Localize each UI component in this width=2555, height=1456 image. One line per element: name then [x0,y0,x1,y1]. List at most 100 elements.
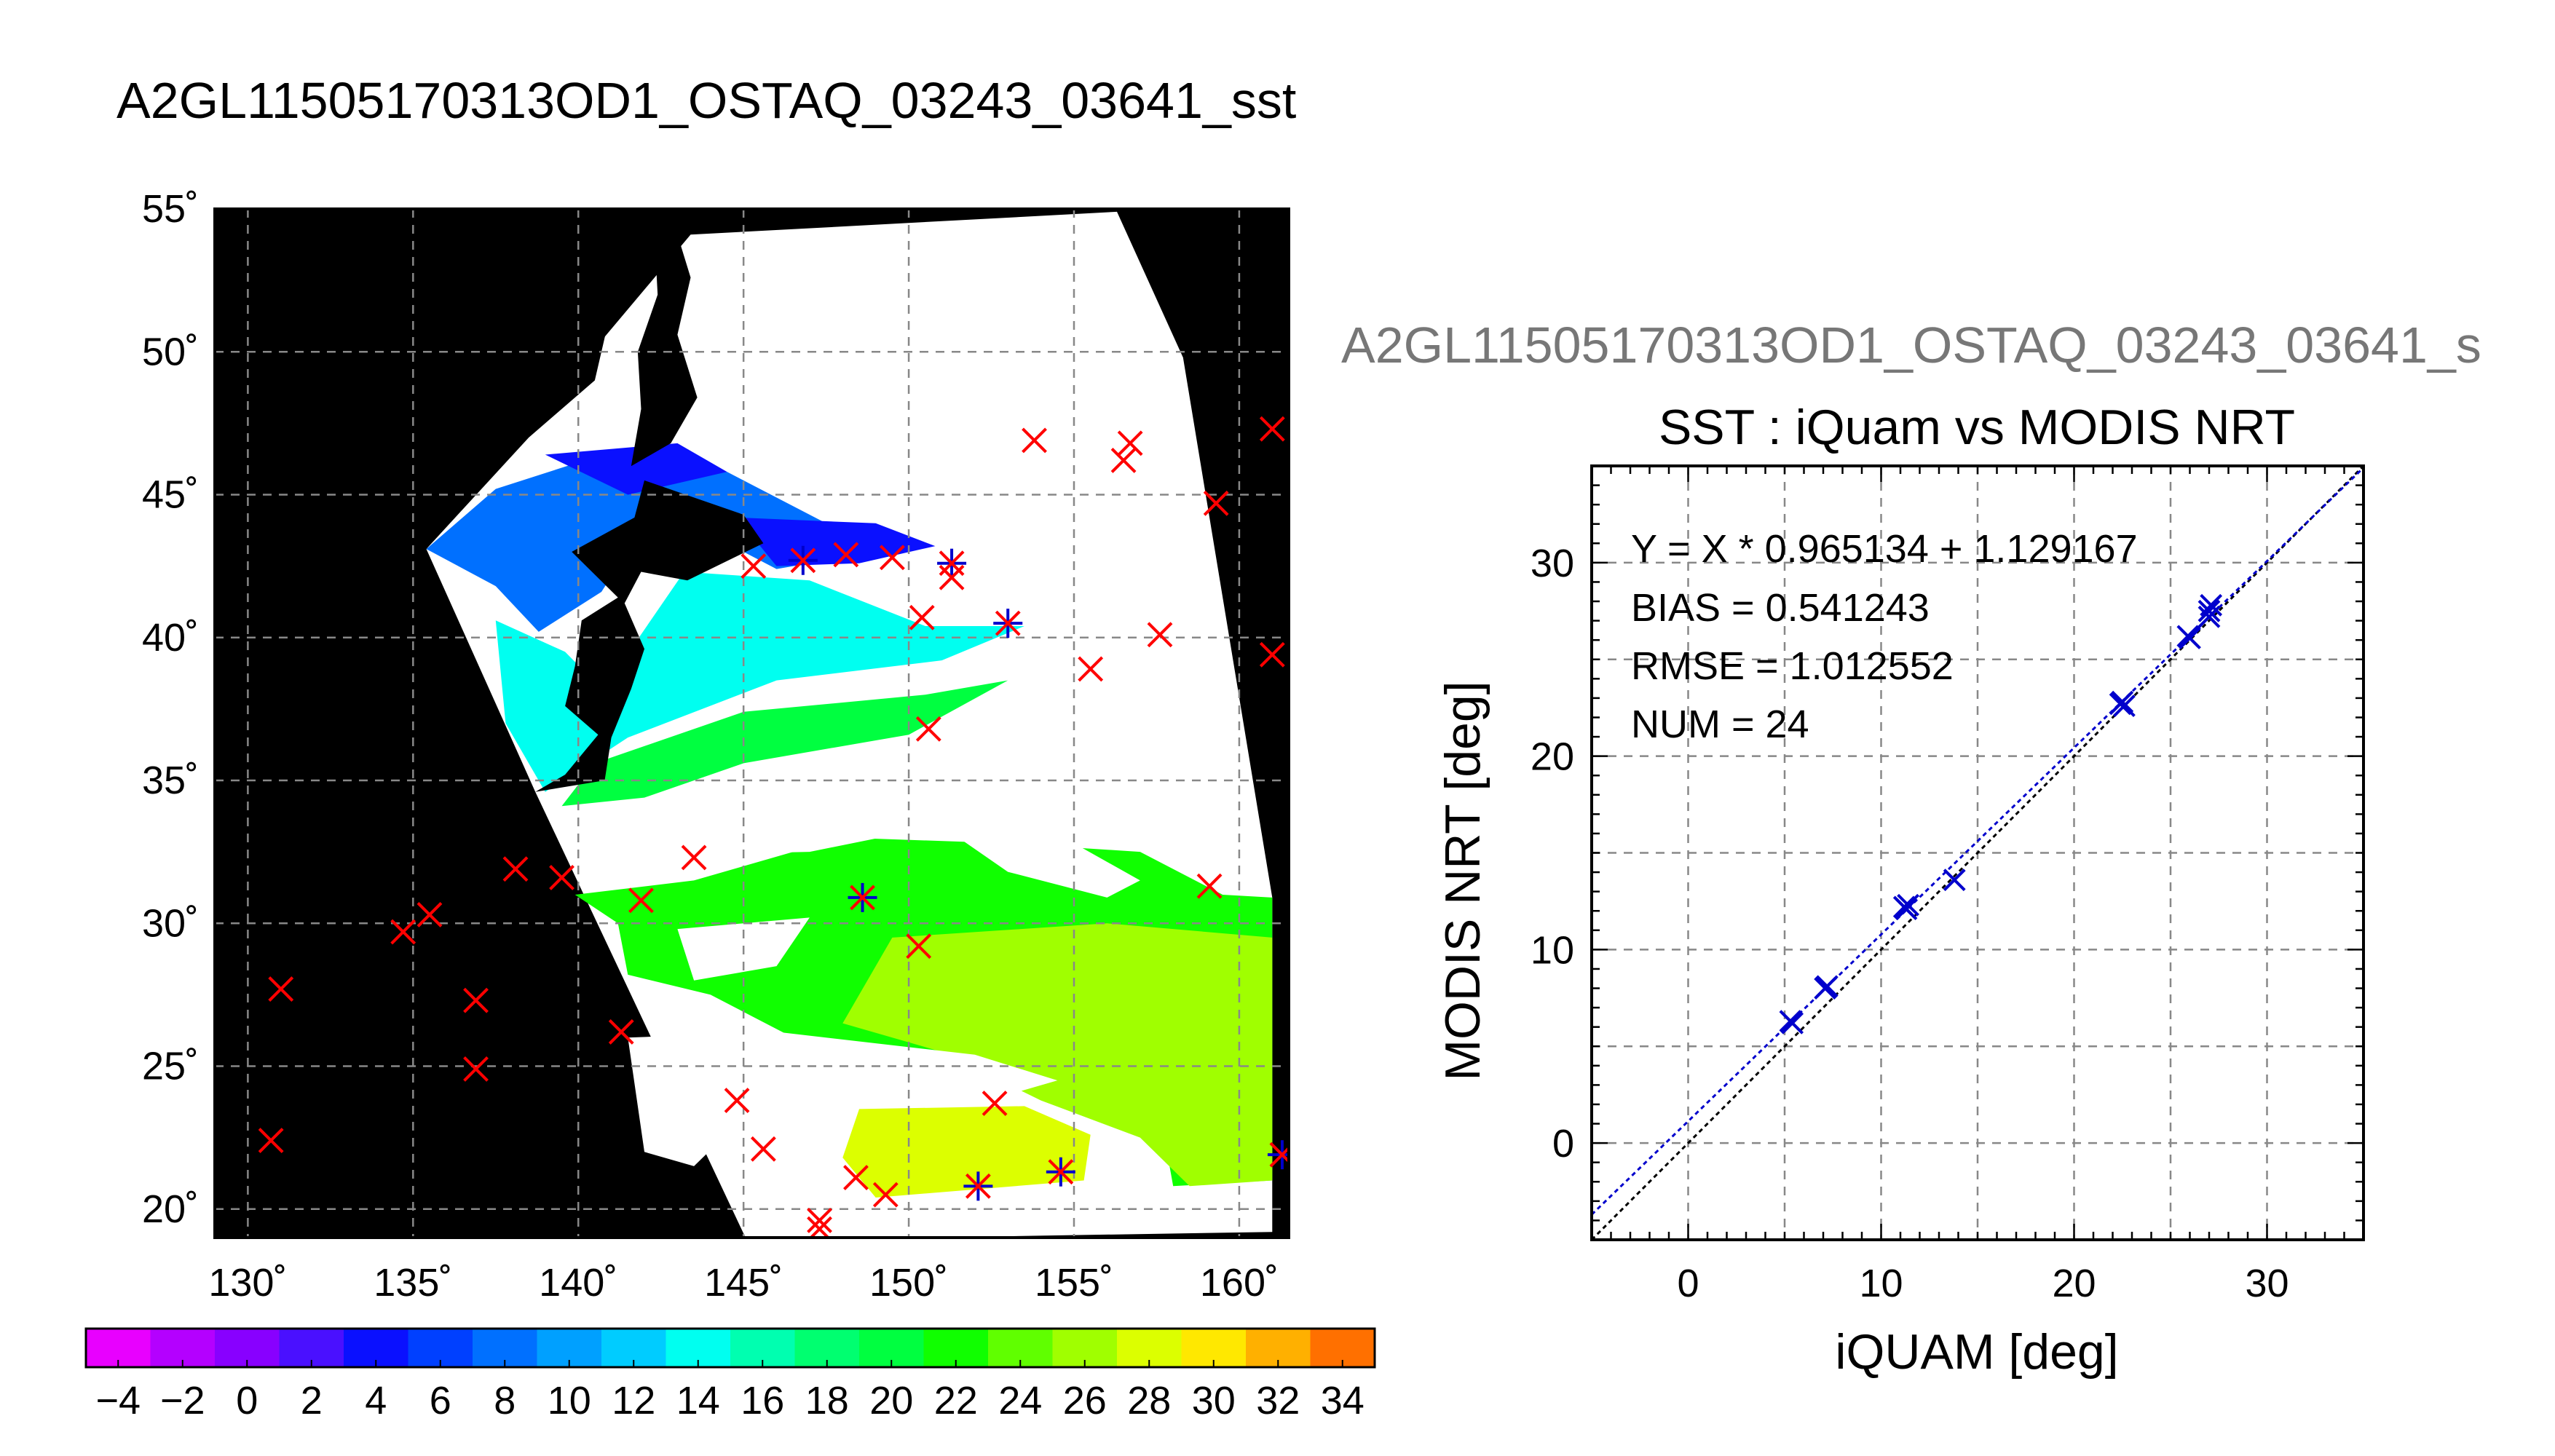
colorbar-tick-label: 32 [1256,1379,1300,1423]
match-marker [608,1018,634,1045]
match-marker [915,716,941,742]
regression-line [1592,467,2364,1216]
map-x-tick-label: 140˚ [539,1261,617,1305]
match-marker [843,1165,869,1190]
colorbar-tick-label: 28 [1127,1379,1171,1423]
map-y-tick-label: 50˚ [142,330,199,373]
scatter-x-tick-label: 0 [1677,1262,1699,1305]
colorbar-tick-label: 30 [1192,1379,1236,1423]
colorbar-tick-label: 8 [494,1379,516,1423]
scatter-x-tick-label: 20 [2052,1262,2096,1305]
match-marker [463,1056,489,1082]
match-marker [909,604,935,630]
land-japan [535,480,764,792]
sst-region [737,517,936,566]
bias-stat: BIAS = 0.541243 [1631,586,1930,630]
match-marker [1267,1140,1289,1170]
match-marker [833,542,859,568]
scatter-x-tick-label: 10 [1859,1262,1903,1305]
scatter-point [2111,690,2134,713]
scatter-plot: 0 10 20 30 0 10 20 30 SST : iQuam vs MODIS NRT iQ… [1435,400,2365,1380]
map-y-tick-label: 55˚ [142,187,199,231]
match-marker [939,564,965,590]
match-marker [1110,447,1137,473]
land-sakhalin [631,232,698,467]
colorbar-tick-label: 18 [805,1379,849,1423]
colorbar-tick-label: 26 [1063,1379,1107,1423]
scatter-point [1781,1011,1804,1034]
land-asia [215,209,612,550]
match-marker [1046,1157,1075,1187]
scatter-point [1815,975,1839,998]
colorbar-tick-label: 14 [676,1379,720,1423]
map-y-tick-label: 40˚ [142,616,199,660]
one-to-one-line [1592,466,2364,1240]
scatter-x-tick-label: 30 [2245,1262,2289,1305]
scatter-y-tick-label: 0 [1552,1122,1574,1166]
match-marker [549,865,574,890]
match-marker [848,882,877,912]
match-marker [906,933,932,960]
map-y-tick-label: 35˚ [142,759,199,802]
sst-region [561,680,1008,807]
sst-colorbar: −4 −2 0 2 4 6 8 10 12 14 16 18 20 22 24 26 28 30 32 34 [84,1327,1376,1423]
scatter-y-tick-label: 10 [1531,928,1574,972]
colorbar-tick-label: 24 [998,1379,1042,1423]
match-marker [750,1136,776,1162]
sst-region [426,451,843,632]
match-marker [982,1091,1008,1116]
map-x-tick-label: 155˚ [1035,1261,1113,1305]
sst-region [495,571,1024,792]
scatter-title: SST : iQuam vs MODIS NRT [1659,400,2295,455]
match-marker [681,844,707,871]
match-marker [502,856,529,882]
match-marker [1078,656,1104,682]
match-marker [788,545,818,575]
match-marker [1259,416,1285,442]
map-x-tick-label: 160˚ [1200,1261,1279,1305]
colorbar-tick-label: 34 [1321,1379,1365,1423]
colorbar-tick-label: −2 [160,1379,205,1423]
match-marker [741,553,767,579]
colorbar-tick-label: 2 [301,1379,323,1423]
colorbar-tick-label: 10 [548,1379,591,1423]
colorbar-tick-label: 6 [430,1379,451,1423]
match-marker [963,1171,993,1201]
colorbar-tick-label: 4 [365,1379,387,1423]
fit-equation: Y = X * 0.965134 + 1.129167 [1631,527,2138,571]
sst-region [842,923,1273,1187]
scatter-file-title: A2GL11505170313OD1_OSTAQ_03243_03641_s [1341,317,2481,373]
match-marker [993,609,1023,638]
match-marker [1203,490,1229,516]
scatter-x-label: iQUAM [deg] [1835,1324,2118,1380]
map-y-tick-label: 45˚ [142,473,199,517]
colorbar-tick-label: 12 [612,1379,655,1423]
scatter-y-tick-label: 30 [1531,542,1574,585]
sst-region [842,1106,1091,1198]
cloud-region [958,837,1140,898]
sst-region [545,443,727,495]
scatter-point [1895,898,1918,920]
match-marker [1022,427,1047,454]
match-marker [872,1182,899,1208]
scatter-frame [1590,464,2365,1241]
cloud-region [611,794,992,855]
match-marker [879,545,905,571]
scatter-point [2179,627,2201,649]
rmse-stat: RMSE = 1.012552 [1631,644,1954,688]
colorbar-tick-label: −4 [95,1379,141,1423]
scatter-point [2200,593,2223,617]
map-frame [213,207,1290,1239]
colorbar-tick-label: 16 [741,1379,784,1423]
sst-map: 130˚ 135˚ 140˚ 145˚ 150˚ 155˚ 160˚ 20˚ 25˚ 30˚ 35˚… [142,187,1290,1305]
colorbar-tick-label: 22 [934,1379,978,1423]
scatter-y-tick-label: 20 [1531,735,1574,779]
match-marker [1259,641,1285,668]
match-marker [937,548,967,578]
match-marker [258,1128,284,1153]
colorbar-tick-label: 20 [869,1379,913,1423]
match-marker [1196,873,1223,899]
map-x-tick-label: 135˚ [374,1261,452,1305]
match-marker [628,887,654,914]
